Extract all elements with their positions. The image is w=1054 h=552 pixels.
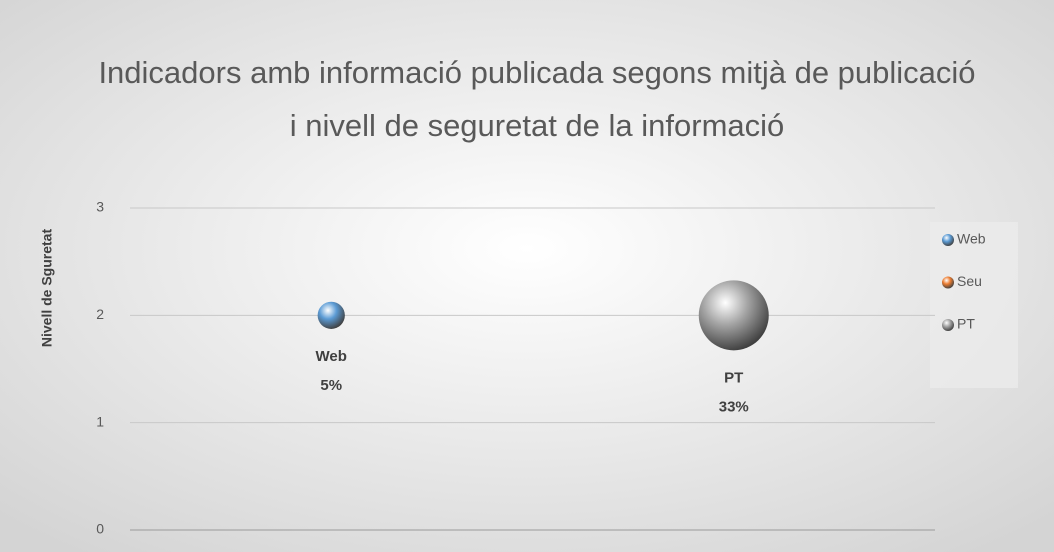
data-label-value: 33% [719,398,749,415]
y-tick-label: 0 [96,521,104,537]
title-line: i nivell de seguretat de la informació [290,108,785,143]
bubble [317,301,345,329]
y-tick-label: 1 [96,413,104,429]
legend-marker [942,234,954,246]
title-line: Indicadors amb informació publicada sego… [98,55,975,90]
y-tick-label: 3 [96,199,104,215]
legend-marker [942,276,954,289]
legend-marker [942,319,954,331]
y-tick-label: 2 [96,306,104,322]
bubble [698,280,769,351]
legend-label: Web [957,231,986,247]
data-label-name: Web [316,348,347,365]
chart-title: Indicadors amb informació publicada sego… [98,55,975,143]
legend-label: Seu [957,273,982,289]
legend-box [930,222,1018,388]
y-axis-title: Nivell de Sguretat [39,229,55,348]
data-label-name: PT [724,369,743,386]
legend-label: PT [957,316,975,332]
data-label-value: 5% [320,377,342,394]
